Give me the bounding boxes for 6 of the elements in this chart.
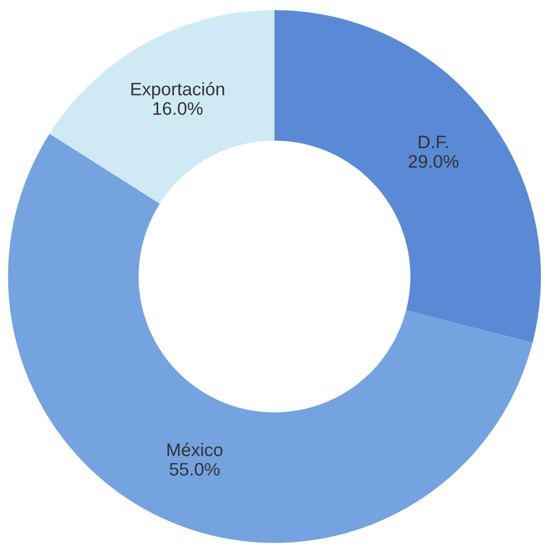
slice-label: México [168, 442, 222, 456]
data-label: 29.0% [408, 155, 458, 168]
slice-label: Exportación [131, 82, 224, 100]
slice-label: D.F. [418, 136, 448, 148]
data-label: 55.0% [170, 462, 220, 476]
data-label: 16.0% [153, 102, 203, 115]
